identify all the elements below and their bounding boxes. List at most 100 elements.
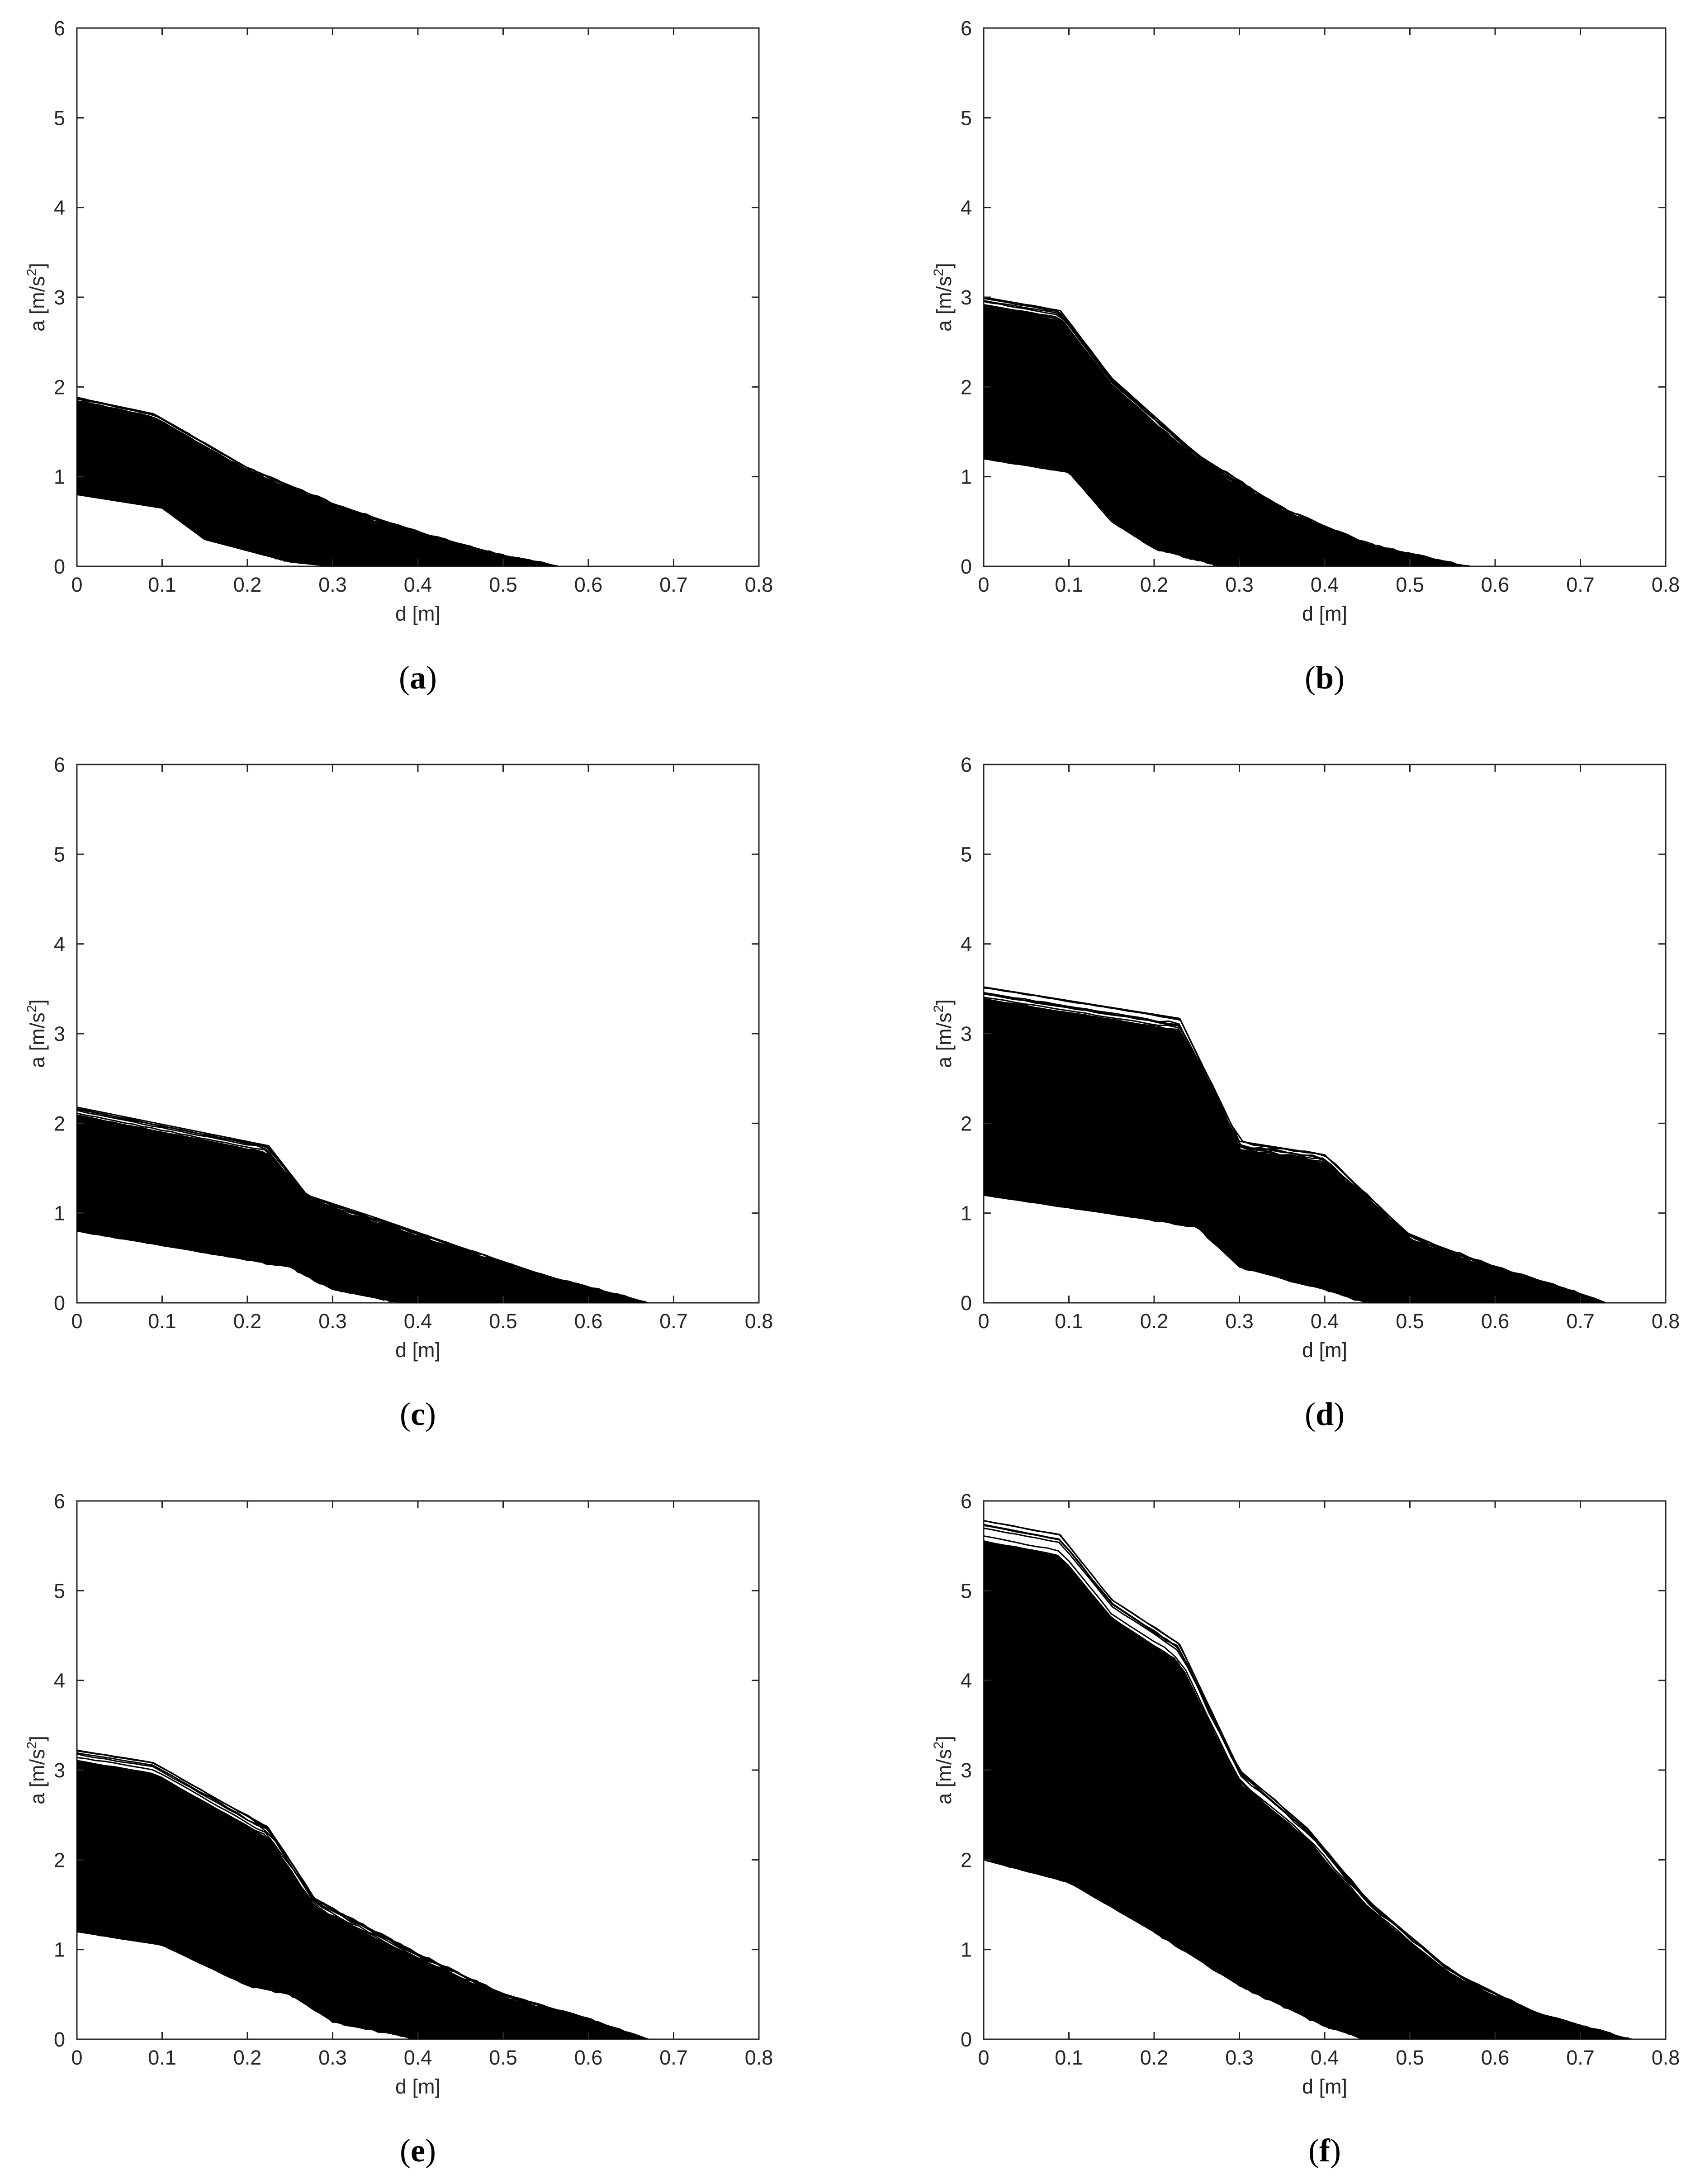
y-tick-label: 1 xyxy=(54,465,65,489)
x-tick-label: 0.3 xyxy=(1225,1310,1254,1333)
panel-caption: (a) xyxy=(399,660,437,696)
caption-letter: c xyxy=(411,1396,425,1432)
y-axis-label-main: a [m/s xyxy=(26,1749,49,1804)
caption-close: ) xyxy=(1330,2132,1341,2169)
curve-group xyxy=(77,1106,649,1303)
y-tick-label: 5 xyxy=(961,843,972,866)
x-tick-label: 0.3 xyxy=(318,573,347,596)
x-tick-label: 0.6 xyxy=(1481,1310,1510,1333)
x-tick-label: 0.8 xyxy=(1652,2046,1680,2069)
curve-group xyxy=(984,1520,1632,2039)
y-tick-label: 3 xyxy=(961,1022,972,1045)
x-tick-label: 0.2 xyxy=(233,2046,262,2069)
y-tick-label: 5 xyxy=(54,1579,65,1602)
y-tick-label: 2 xyxy=(961,1848,972,1871)
panel-caption: (f) xyxy=(1308,2132,1341,2169)
curve-mass xyxy=(984,1541,1632,2039)
y-axis-label-superscript: 2 xyxy=(931,1742,946,1749)
panel-e: 0 0.1 0.2 0.3 0.4 0.5 0.6 0.7 0.8 0 1 2 3 4 5 6 d [m] a [… xyxy=(24,1490,773,2169)
series-line xyxy=(984,1535,1622,2039)
caption-close: ) xyxy=(1334,660,1345,696)
y-tick-label: 5 xyxy=(54,106,65,129)
panel-caption: (c) xyxy=(400,1396,436,1432)
envelope-line xyxy=(984,1859,1368,2039)
y-tick-label: 0 xyxy=(961,1291,972,1315)
y-tick-label: 6 xyxy=(54,17,65,40)
panel-caption: (b) xyxy=(1305,660,1345,696)
curve-group xyxy=(77,1749,649,2039)
x-axis-label: d [m] xyxy=(395,602,440,625)
y-tick-label: 2 xyxy=(961,375,972,399)
y-tick-label: 4 xyxy=(961,933,972,956)
x-tick-label: 0.4 xyxy=(404,1310,432,1333)
envelope-line xyxy=(77,397,559,566)
x-tick-label: 0.7 xyxy=(659,1310,688,1333)
x-tick-label: 0.4 xyxy=(1311,573,1339,596)
series-line xyxy=(984,992,1601,1303)
x-tick-label: 0 xyxy=(978,2046,989,2069)
y-axis-label-main: a [m/s xyxy=(933,1012,956,1068)
caption-letter: a xyxy=(410,660,426,696)
envelope-line xyxy=(984,1520,1632,2039)
x-tick-label: 0.4 xyxy=(1311,2046,1339,2069)
y-axis-label: a [m/s2] xyxy=(24,999,49,1068)
curve-mass xyxy=(984,999,1606,1303)
y-axis-label: a [m/s2] xyxy=(931,1736,956,1804)
x-tick-label: 0.6 xyxy=(1481,2046,1510,2069)
x-tick-label: 0.8 xyxy=(1652,573,1680,596)
y-axis-label-tail: ] xyxy=(26,263,49,269)
x-tick-label: 0 xyxy=(71,2046,82,2069)
x-tick-label: 0.3 xyxy=(1225,2046,1254,2069)
y-tick-label: 4 xyxy=(54,933,65,956)
caption-open: ( xyxy=(1305,660,1316,696)
panel-caption: (d) xyxy=(1305,1396,1345,1432)
caption-open: ( xyxy=(1305,1396,1316,1432)
y-tick-label: 3 xyxy=(54,1022,65,1045)
y-tick-label: 6 xyxy=(961,753,972,776)
curve-mass xyxy=(77,404,559,566)
x-tick-label: 0 xyxy=(978,1310,989,1333)
x-tick-label: 0.5 xyxy=(489,2046,517,2069)
y-tick-label: 0 xyxy=(54,555,65,578)
y-tick-label: 5 xyxy=(961,106,972,129)
envelope-line xyxy=(984,458,1223,566)
x-tick-label: 0.1 xyxy=(1055,2046,1083,2069)
y-tick-label: 3 xyxy=(961,286,972,309)
y-tick-label: 4 xyxy=(961,196,972,219)
x-tick-label: 0.8 xyxy=(745,573,773,596)
x-tick-label: 0.7 xyxy=(659,2046,688,2069)
y-tick-label: 3 xyxy=(54,286,65,309)
panel-d: 0 0.1 0.2 0.3 0.4 0.5 0.6 0.7 0.8 0 1 2 3 4 5 6 d [m] a [… xyxy=(931,753,1680,1432)
x-tick-label: 0.2 xyxy=(1140,2046,1169,2069)
envelope-line xyxy=(77,1230,401,1303)
y-tick-label: 4 xyxy=(54,1669,65,1692)
x-tick-label: 0.8 xyxy=(745,2046,773,2069)
y-axis-label: a [m/s2] xyxy=(931,999,956,1068)
x-tick-label: 0.2 xyxy=(1140,573,1169,596)
x-tick-label: 0.5 xyxy=(1396,2046,1424,2069)
caption-close: ) xyxy=(425,2132,436,2169)
caption-close: ) xyxy=(425,1396,436,1432)
panel-caption: (e) xyxy=(400,2132,436,2169)
x-tick-label: 0.5 xyxy=(1396,573,1424,596)
caption-letter: f xyxy=(1319,2132,1331,2169)
y-tick-label: 4 xyxy=(54,196,65,219)
x-tick-label: 0 xyxy=(71,573,82,596)
y-tick-label: 0 xyxy=(54,2028,65,2051)
x-tick-label: 0.5 xyxy=(1396,1310,1424,1333)
y-tick-label: 3 xyxy=(54,1759,65,1782)
x-tick-label: 0.7 xyxy=(1566,2046,1595,2069)
x-tick-label: 0 xyxy=(71,1310,82,1333)
x-axis-label: d [m] xyxy=(1302,2075,1347,2098)
curve-group xyxy=(984,986,1606,1303)
panel-f: 0 0.1 0.2 0.3 0.4 0.5 0.6 0.7 0.8 0 1 2 3 4 5 6 d [m] a [… xyxy=(931,1490,1680,2169)
x-tick-label: 0.7 xyxy=(1566,573,1595,596)
x-tick-label: 0.5 xyxy=(489,1310,517,1333)
envelope-line xyxy=(77,1106,649,1303)
x-tick-label: 0.2 xyxy=(1140,1310,1169,1333)
y-axis-label-main: a [m/s xyxy=(26,276,49,332)
y-tick-label: 5 xyxy=(54,843,65,866)
envelope-line xyxy=(984,296,1470,566)
x-tick-label: 0.3 xyxy=(1225,573,1254,596)
